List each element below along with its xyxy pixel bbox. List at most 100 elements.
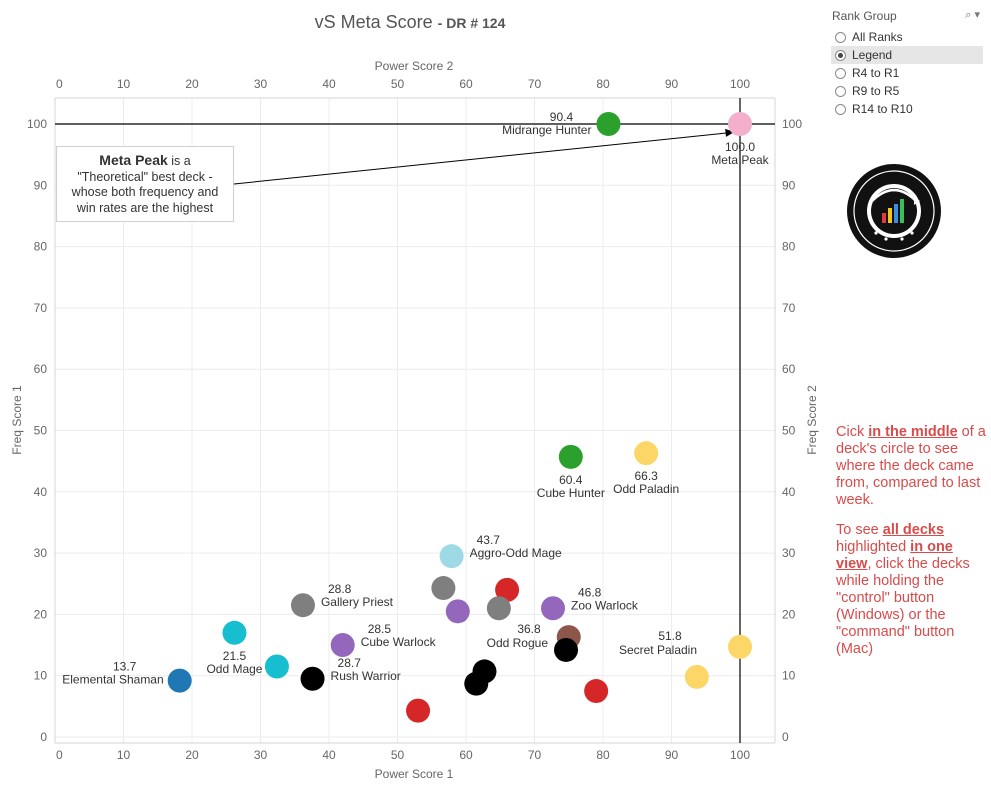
callout-highlight: Meta Peak	[99, 152, 168, 168]
data-point[interactable]	[584, 679, 609, 704]
callout-line-2: "Theoretical" best deck -	[77, 169, 213, 184]
radio-button-icon[interactable]	[835, 85, 846, 97]
data-point[interactable]	[558, 444, 583, 469]
x-tick-label-bottom: 40	[322, 748, 336, 762]
data-label-deck: Cube Warlock	[361, 635, 437, 649]
y-tick-label-right: 30	[782, 546, 796, 560]
y-tick-label-right: 10	[782, 669, 796, 683]
y-tick-label-left: 40	[34, 485, 48, 499]
data-point[interactable]	[495, 577, 520, 602]
data-label-score: 21.5	[223, 649, 247, 663]
x-tick-label-top: 90	[665, 77, 679, 91]
data-point[interactable]	[684, 664, 709, 689]
callout-line-1: is a	[167, 154, 191, 168]
data-point[interactable]	[431, 576, 456, 601]
y-tick-label-right: 40	[782, 485, 796, 499]
instructions-panel: Cick in the middle of a deck's circle to…	[836, 424, 986, 671]
data-point[interactable]	[445, 599, 470, 624]
data-point[interactable]	[596, 112, 621, 136]
rank-option-label: R14 to R10	[852, 102, 913, 116]
data-point[interactable]	[167, 668, 192, 693]
scatter-chart: 0010102020303040405050606070708080909010…	[10, 59, 819, 781]
x-tick-label-bottom: 80	[596, 748, 610, 762]
data-point[interactable]	[264, 654, 289, 679]
meta-peak-callout: Meta Peak is a "Theoretical" best deck -…	[56, 146, 234, 222]
data-label-score: 46.8	[578, 585, 602, 599]
x-tick-label-top: 30	[254, 77, 268, 91]
rank-group-filter: Rank Group ⌕ ▾ All Ranks Legend R4 to R1 R9…	[831, 7, 983, 118]
data-label-deck: Elemental Shaman	[62, 673, 163, 687]
search-dropdown-icon[interactable]: ⌕ ▾	[965, 9, 980, 21]
rank-option-label: R9 to R5	[852, 84, 900, 98]
rank-option[interactable]: Legend	[831, 46, 983, 64]
data-label-score: 90.4	[550, 110, 574, 124]
instr-2-after: , click the decks while holding the "con…	[836, 556, 970, 657]
data-point[interactable]	[439, 544, 464, 569]
x-tick-label-top: 20	[185, 77, 199, 91]
data-point[interactable]	[540, 596, 565, 621]
y-tick-label-right: 50	[782, 424, 796, 438]
data-label-deck: Cube Hunter	[537, 486, 605, 500]
y-tick-label-left: 30	[34, 546, 48, 560]
rank-group-title: Rank Group ⌕ ▾	[831, 7, 983, 28]
data-label-deck: Odd Paladin	[613, 482, 679, 496]
x-axis-label-top: Power Score 2	[375, 59, 454, 73]
rank-option[interactable]: All Ranks	[831, 28, 983, 46]
y-axis-label-left: Freq Score 1	[10, 385, 24, 455]
y-tick-label-left: 10	[34, 669, 48, 683]
x-tick-label-bottom: 10	[117, 748, 131, 762]
data-point[interactable]	[728, 634, 752, 659]
data-point[interactable]	[290, 593, 315, 618]
y-tick-label-left: 60	[34, 362, 48, 376]
radio-button-icon[interactable]	[835, 31, 846, 43]
instr-1-bold: in the middle	[868, 424, 958, 440]
x-tick-label-top: 80	[596, 77, 610, 91]
radio-button-icon[interactable]	[835, 103, 846, 115]
data-label-score: 51.8	[658, 629, 682, 643]
data-label-score: 28.8	[328, 582, 352, 596]
data-point[interactable]	[464, 671, 489, 696]
instructions-paragraph-1: Cick in the middle of a deck's circle to…	[836, 424, 986, 509]
x-tick-label-top: 50	[391, 77, 405, 91]
y-tick-label-left: 20	[34, 607, 48, 621]
data-point[interactable]	[222, 620, 247, 645]
y-tick-label-right: 80	[782, 240, 796, 254]
data-label-deck: Gallery Priest	[321, 595, 394, 609]
axis-ticks: 0010102020303040405050606070708080909010…	[27, 77, 802, 762]
callout-line-3: whose both frequency and	[71, 185, 219, 199]
data-point[interactable]	[330, 633, 355, 658]
x-tick-label-bottom: 30	[254, 748, 268, 762]
data-points	[167, 112, 752, 723]
instr-2-bold-1: all decks	[882, 522, 945, 538]
data-reaper-report-logo-icon	[847, 164, 941, 258]
callout-line-4: win rates are the highest	[76, 200, 214, 215]
radio-button-icon[interactable]	[835, 67, 846, 79]
data-label-score: 13.7	[113, 660, 137, 674]
instr-2-mid: highlighted	[836, 539, 911, 555]
data-label-score: 60.4	[559, 473, 583, 487]
y-tick-label-left: 100	[27, 117, 47, 131]
x-tick-label-top: 0	[56, 77, 63, 91]
x-tick-label-top: 100	[730, 77, 750, 91]
data-point[interactable]	[300, 666, 325, 691]
callout-arrow-head	[725, 128, 735, 137]
data-point[interactable]	[406, 698, 431, 723]
data-label-deck: Rush Warrior	[331, 669, 401, 683]
rank-option-label: Legend	[852, 48, 893, 62]
data-label-score: 36.8	[517, 622, 541, 636]
data-label-deck: Odd Rogue	[487, 636, 549, 650]
rank-option[interactable]: R4 to R1	[831, 64, 983, 82]
rank-option[interactable]: R14 to R10	[831, 100, 983, 118]
data-label-deck: Midrange Hunter	[502, 123, 591, 137]
rank-option[interactable]: R9 to R5	[831, 82, 983, 100]
data-label-deck: Zoo Warlock	[571, 598, 639, 612]
radio-button-icon[interactable]	[835, 49, 846, 61]
data-point[interactable]	[728, 112, 752, 136]
data-point[interactable]	[486, 596, 511, 621]
x-tick-label-bottom: 0	[56, 748, 63, 762]
data-point[interactable]	[634, 441, 659, 466]
rank-option-label: R4 to R1	[852, 66, 900, 80]
data-point[interactable]	[554, 637, 579, 662]
x-tick-label-bottom: 90	[665, 748, 679, 762]
